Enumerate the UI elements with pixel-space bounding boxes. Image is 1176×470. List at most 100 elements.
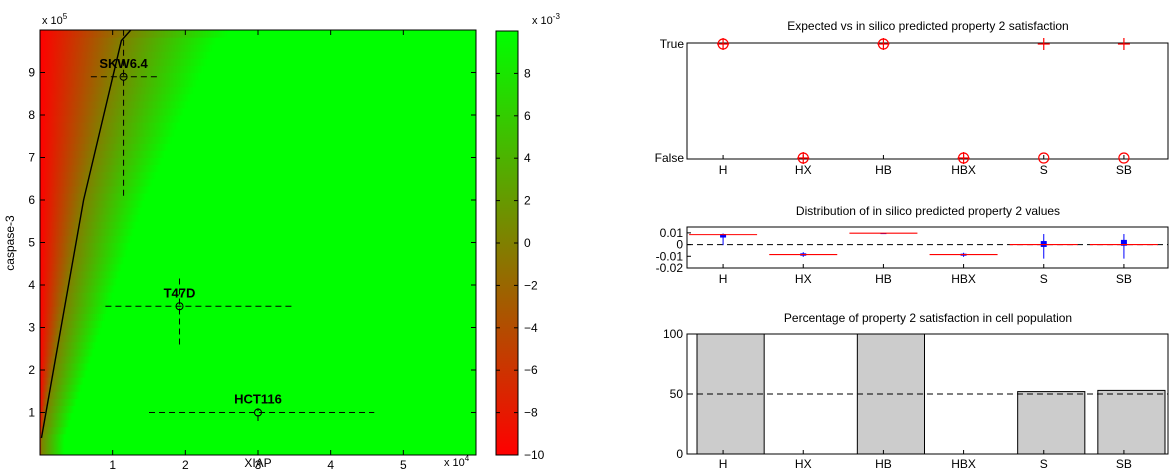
x-tick-label: HX <box>795 457 812 470</box>
percentage-bar <box>1017 391 1086 455</box>
x-tick-label: SB <box>1116 272 1132 286</box>
y-tick-label: True <box>660 37 685 51</box>
heatmap-row <box>40 263 476 272</box>
x-tick-label: SB <box>1116 163 1132 177</box>
decision-boundary-line <box>40 30 132 439</box>
colorbar-multiplier-base: x 10 <box>532 15 553 27</box>
x-tick-label: S <box>1040 163 1048 177</box>
heatmap-row <box>40 306 476 314</box>
heatmap-row <box>40 72 476 81</box>
heatmap-row <box>40 426 476 435</box>
y-tick-label: 3 <box>28 321 35 335</box>
expected-marker <box>1118 152 1130 164</box>
satisfaction-title: Expected vs in silico predicted property… <box>787 19 1068 33</box>
y-tick-label: 7 <box>28 151 35 165</box>
heatmap-row <box>40 221 476 229</box>
heatmap-row <box>40 334 476 343</box>
x-tick-label: HBX <box>951 163 976 177</box>
box-iqr <box>720 234 727 238</box>
colorbar-multiplier-exp: -3 <box>553 12 561 21</box>
heatmap-row <box>40 214 476 222</box>
heatmap-row <box>40 277 476 286</box>
heatmap-row <box>40 107 476 116</box>
distribution-title: Distribution of in silico predicted prop… <box>796 204 1060 218</box>
heatmap-row <box>40 65 476 74</box>
colorbar: −10 −8 −6 −4 −2 0 2 4 6 8 x 10-3 <box>495 12 560 462</box>
cell-line-label: HCT116 <box>234 392 282 407</box>
predicted-marker <box>717 38 730 50</box>
heatmap-row <box>40 122 476 130</box>
x-tick-label: HB <box>875 163 892 177</box>
x-tick-label: H <box>719 457 728 470</box>
heatmap-row <box>40 433 476 442</box>
satisfaction-plot: True False H HX HB HBX S SB <box>655 37 1132 177</box>
x-tick-label: HB <box>875 457 892 470</box>
expected-marker <box>1038 152 1050 164</box>
heatmap-row <box>40 377 476 385</box>
heatmap-row <box>40 242 476 251</box>
heatmap-row <box>40 285 476 293</box>
heatmap-y-multiplier-base: x 10 <box>42 15 63 27</box>
y-tick-label: 2 <box>28 363 35 377</box>
colorbar-multiplier: x 10-3 <box>532 12 560 27</box>
colorbar-tick-label: 2 <box>524 194 531 208</box>
distribution-panel: Distribution of in silico predicted prop… <box>656 204 1169 286</box>
heatmap-row <box>40 129 476 137</box>
y-tick-label: -0.01 <box>656 249 684 263</box>
x-tick-label: S <box>1040 272 1048 286</box>
heatmap-row <box>40 292 476 300</box>
heatmap-row <box>40 419 476 428</box>
x-tick-label: S <box>1040 457 1048 470</box>
heatmap-row <box>40 313 476 322</box>
heatmap-row <box>40 143 476 152</box>
heatmap-y-label: caspase-3 <box>3 215 17 271</box>
y-tick-label: 0 <box>676 447 683 461</box>
predicted-marker <box>1037 38 1050 50</box>
box-iqr <box>1120 239 1127 246</box>
satisfaction-panel: Expected vs in silico predicted property… <box>655 19 1169 177</box>
heatmap-row <box>40 327 476 336</box>
heatmap-row <box>40 136 476 144</box>
heatmap-row <box>40 171 476 180</box>
x-tick-label: 3 <box>255 458 262 470</box>
x-tick-label: HBX <box>951 457 976 470</box>
x-tick-label: 2 <box>182 458 189 470</box>
heatmap-row <box>40 249 476 258</box>
x-tick-label: 4 <box>327 458 334 470</box>
y-tick-label: 9 <box>28 66 35 80</box>
heatmap-row <box>40 164 476 173</box>
heatmap-x-multiplier-exp: 4 <box>465 454 470 463</box>
heatmap-row <box>40 79 476 88</box>
x-tick-label: HX <box>795 272 812 286</box>
cell-line-label: SKW6.4 <box>99 56 148 71</box>
heatmap-row <box>40 200 476 208</box>
predicted-marker <box>1117 38 1130 50</box>
percentage-plot: 0 50 100 H HX HB HBX S SB <box>663 327 1168 470</box>
colorbar-tick-label: −10 <box>524 448 545 462</box>
heatmap-row <box>40 270 476 279</box>
heatmap-row <box>40 86 476 95</box>
y-tick-label: False <box>655 151 685 165</box>
percentage-title: Percentage of property 2 satisfaction in… <box>784 311 1072 325</box>
heatmap-x-multiplier-base: x 10 <box>444 457 465 469</box>
y-tick-label: 0 <box>676 238 683 252</box>
heatmap-row <box>40 150 476 159</box>
heatmap-x-label: XIAP <box>244 456 271 470</box>
colorbar-tick-label: 4 <box>524 151 531 165</box>
colorbar-tick-label: 0 <box>524 236 531 250</box>
heatmap-row <box>40 192 476 201</box>
heatmap-row <box>40 320 476 329</box>
colorbar-tick-label: −6 <box>524 363 538 377</box>
box-iqr <box>1040 241 1047 247</box>
colorbar-tick-label: −2 <box>524 278 538 292</box>
heatmap-row <box>40 51 476 59</box>
heatmap-row <box>40 100 476 109</box>
predicted-marker <box>877 38 890 50</box>
percentage-bar <box>1097 389 1166 455</box>
heatmap-row <box>40 440 476 449</box>
x-tick-label: SB <box>1116 457 1132 470</box>
heatmap-panel: SKW6.4 T47D HCT116 1 2 3 4 5 1 2 3 4 5 6 7 8 9 XIAP casp… <box>3 12 477 470</box>
y-tick-label: 1 <box>28 406 35 420</box>
heatmap-row <box>40 228 476 237</box>
